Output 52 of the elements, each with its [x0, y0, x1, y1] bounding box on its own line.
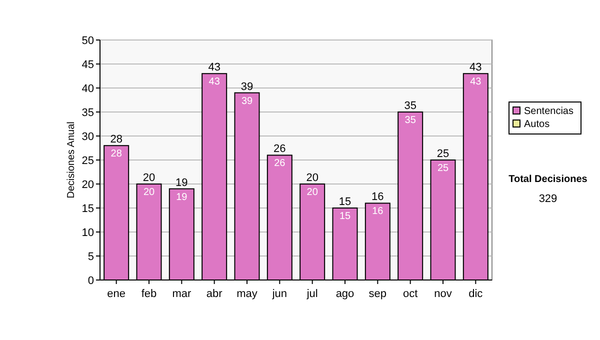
total-label: 26 [274, 143, 286, 156]
y-axis-title: Decisiones Anual [66, 122, 77, 198]
legend-label: Autos [524, 119, 550, 130]
x-tick-label: ene [107, 288, 126, 300]
x-tick-label: nov [434, 288, 452, 300]
x-tick-label: jul [306, 288, 318, 300]
y-tick-label: 40 [82, 83, 94, 95]
data-label: 43 [208, 76, 220, 88]
x-tick-label: may [236, 288, 258, 300]
legend-label: Sentencias [524, 106, 574, 117]
x-tick-label: feb [141, 288, 157, 300]
y-tick-label: 50 [82, 35, 94, 47]
x-tick-label: ago [336, 288, 354, 300]
y-tick-label: 45 [82, 59, 94, 71]
x-tick-label: mar [172, 288, 192, 300]
data-label: 16 [372, 206, 384, 218]
text: Total Decisiones [508, 174, 588, 185]
text: 329 [538, 193, 558, 205]
total-label: 35 [404, 100, 416, 112]
data-label: 25 [437, 163, 449, 174]
y-tick-label: 0 [88, 275, 94, 287]
data-label: 28 [110, 148, 122, 160]
data-label: 19 [176, 192, 188, 203]
total-label: 43 [208, 62, 220, 74]
data-label: 26 [274, 158, 286, 170]
data-label: 35 [404, 115, 416, 126]
total-label: 15 [338, 196, 352, 208]
total-label: 20 [306, 172, 318, 184]
total-label: 25 [436, 148, 450, 160]
x-tick-label: dic [468, 288, 484, 300]
total-label: 28 [110, 134, 122, 146]
total-label: 43 [470, 62, 482, 74]
y-tick-label: 10 [82, 227, 94, 239]
y-tick-label: 30 [82, 131, 94, 143]
y-tick-label: 25 [82, 155, 94, 167]
total-label: 39 [240, 80, 254, 93]
data-label: 20 [143, 187, 155, 198]
y-tick-label: 35 [82, 107, 94, 119]
x-tick-label: abr [206, 288, 223, 300]
data-label: 20 [306, 187, 318, 198]
y-tick-label: 20 [82, 179, 94, 191]
y-tick-label: 15 [82, 203, 94, 215]
data-label: 43 [470, 76, 482, 88]
data-label: 15 [339, 211, 351, 222]
y-tick-label: 5 [88, 251, 94, 263]
total-label: 19 [176, 176, 188, 189]
x-tick-label: jun [271, 288, 288, 300]
data-label: 39 [241, 96, 253, 107]
total-label: 20 [142, 172, 156, 184]
x-tick-label: oct [402, 288, 418, 300]
x-tick-label: sep [368, 288, 387, 300]
total-label: 16 [372, 191, 384, 204]
